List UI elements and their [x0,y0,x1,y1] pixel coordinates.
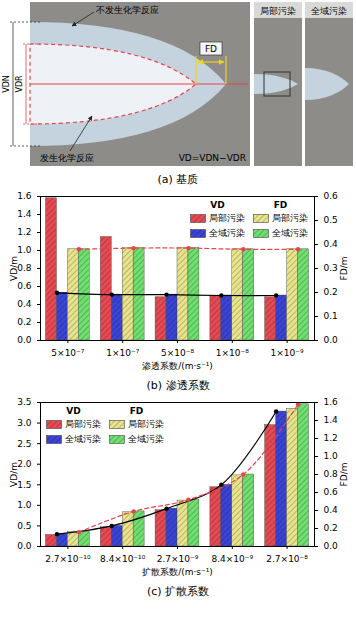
svg-text:渗透系数/(m·s⁻¹): 渗透系数/(m·s⁻¹) [142,361,213,371]
svg-text:5×10⁻⁷: 5×10⁻⁷ [51,348,84,358]
svg-text:0.0: 0.0 [17,335,32,345]
html-text:全域污染: 全域污染 [65,434,101,444]
html-text:全域污染: 全域污染 [272,228,308,238]
html-text:FD: FD [129,406,144,416]
html-text:(c) 扩散系数: (c) 扩散系数 [146,585,210,598]
svg-text:0.0: 0.0 [324,335,339,345]
html-text:VD: VD [210,200,225,210]
html-text:全域污染: 全域污染 [209,228,245,238]
svg-text:VD/m: VD/m [9,462,19,487]
html-text:(a) 基质: (a) 基质 [157,173,199,186]
svg-text:2.5: 2.5 [17,439,31,449]
html-text:局部污染: 局部污染 [272,213,308,223]
svg-text:1.2: 1.2 [324,433,338,443]
svg-text:VD/m: VD/m [9,256,19,281]
svg-text:0.5: 0.5 [324,215,338,225]
svg-text:0.2: 0.2 [324,287,338,297]
svg-text:VD=VDN−VDR: VD=VDN−VDR [179,153,246,163]
svg-text:FD/m: FD/m [339,463,349,487]
svg-text:8.4×10⁻⁹: 8.4×10⁻⁹ [211,554,253,564]
svg-text:发生化学反应: 发生化学反应 [40,153,94,163]
svg-text:0.1: 0.1 [324,311,338,321]
svg-text:0.4: 0.4 [324,239,339,249]
svg-text:2.7×10⁻⁸: 2.7×10⁻⁸ [266,554,308,564]
svg-text:1.6: 1.6 [324,397,339,407]
svg-text:0.8: 0.8 [324,469,339,479]
svg-text:0.0: 0.0 [17,541,32,551]
svg-text:不发生化学反应: 不发生化学反应 [96,5,159,15]
html-text:VD: VD [66,406,81,416]
svg-text:1.6: 1.6 [17,191,32,201]
svg-text:1×10⁻⁹: 1×10⁻⁹ [271,348,304,358]
svg-text:全域污染: 全域污染 [311,6,347,16]
svg-text:1.2: 1.2 [17,227,31,237]
svg-text:2.7×10⁻⁹: 2.7×10⁻⁹ [157,554,199,564]
svg-text:1.5: 1.5 [17,480,31,490]
svg-text:1.0: 1.0 [17,500,32,510]
html-text:局部污染: 局部污染 [209,213,245,223]
svg-text:0.3: 0.3 [324,263,338,273]
svg-text:扩散系数/(m·s⁻¹): 扩散系数/(m·s⁻¹) [142,567,213,577]
svg-text:3.0: 3.0 [17,418,32,428]
svg-text:1.4: 1.4 [17,209,32,219]
svg-text:0.6: 0.6 [324,487,339,497]
svg-text:0.6: 0.6 [17,281,32,291]
svg-text:3.5: 3.5 [17,397,31,407]
svg-text:FD: FD [205,44,217,54]
svg-text:VDR: VDR [15,75,24,93]
svg-text:1.0: 1.0 [324,451,339,461]
html-text:全域污染: 全域污染 [128,434,164,444]
svg-text:1.0: 1.0 [17,245,32,255]
html-text:FD: FD [273,200,288,210]
svg-text:0.8: 0.8 [17,263,32,273]
svg-text:5×10⁻⁸: 5×10⁻⁸ [161,348,194,358]
svg-text:1.4: 1.4 [324,415,339,425]
html-text:局部污染: 局部污染 [128,419,164,429]
html-text:(b) 渗透系数: (b) 渗透系数 [146,379,210,392]
html-text:局部污染: 局部污染 [65,419,101,429]
svg-text:2.0: 2.0 [17,459,32,469]
svg-text:FD/m: FD/m [339,257,349,281]
svg-text:1×10⁻⁷: 1×10⁻⁷ [106,348,139,358]
svg-text:0.6: 0.6 [324,191,339,201]
svg-text:0.4: 0.4 [17,299,32,309]
svg-text:0.0: 0.0 [324,541,339,551]
svg-text:0.5: 0.5 [17,521,31,531]
svg-text:VDN: VDN [2,75,11,93]
svg-text:8.4×10⁻¹⁰: 8.4×10⁻¹⁰ [100,554,146,564]
svg-text:0.4: 0.4 [324,505,339,515]
svg-text:2.7×10⁻¹⁰: 2.7×10⁻¹⁰ [45,554,91,564]
svg-text:1×10⁻⁸: 1×10⁻⁸ [216,348,249,358]
svg-text:局部污染: 局部污染 [260,6,296,16]
svg-text:0.2: 0.2 [17,317,31,327]
svg-text:0.2: 0.2 [324,523,338,533]
